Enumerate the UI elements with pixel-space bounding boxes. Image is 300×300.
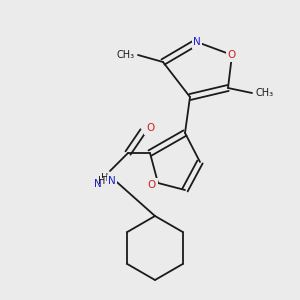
Text: H: H bbox=[98, 176, 105, 186]
Text: N: N bbox=[193, 37, 201, 47]
Text: CH₃: CH₃ bbox=[255, 88, 273, 98]
Text: O: O bbox=[148, 180, 156, 190]
Text: O: O bbox=[146, 123, 154, 133]
Text: CH₃: CH₃ bbox=[117, 50, 135, 60]
Text: O: O bbox=[228, 50, 236, 60]
Text: N: N bbox=[94, 179, 102, 189]
Text: N: N bbox=[108, 176, 116, 186]
Text: H: H bbox=[100, 173, 108, 183]
